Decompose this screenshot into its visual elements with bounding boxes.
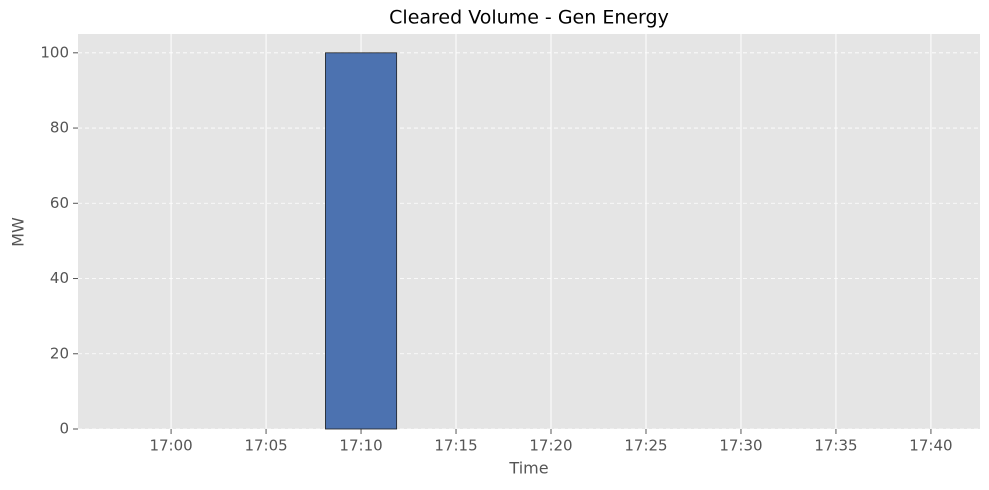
x-tick-label: 17:20 xyxy=(529,437,572,455)
x-tick-label: 17:05 xyxy=(244,437,287,455)
y-tick-label: 80 xyxy=(50,119,69,137)
x-axis-label: Time xyxy=(508,459,548,478)
y-axis-label: MW xyxy=(9,217,28,247)
y-tick-label: 40 xyxy=(50,269,69,287)
x-tick-label: 17:10 xyxy=(339,437,382,455)
plot-area xyxy=(78,34,980,429)
chart-title: Cleared Volume - Gen Energy xyxy=(389,7,669,29)
bar xyxy=(325,52,398,430)
x-tick-label: 17:40 xyxy=(909,437,952,455)
y-tick-label: 60 xyxy=(50,194,69,212)
y-tick-label: 100 xyxy=(40,43,69,61)
x-tick-label: 17:35 xyxy=(814,437,857,455)
y-tick-label: 20 xyxy=(50,344,69,362)
y-tick-label: 0 xyxy=(59,420,69,438)
x-tick-label: 17:15 xyxy=(434,437,477,455)
x-tick-label: 17:25 xyxy=(624,437,667,455)
x-tick-label: 17:00 xyxy=(149,437,192,455)
x-tick-label: 17:30 xyxy=(719,437,762,455)
